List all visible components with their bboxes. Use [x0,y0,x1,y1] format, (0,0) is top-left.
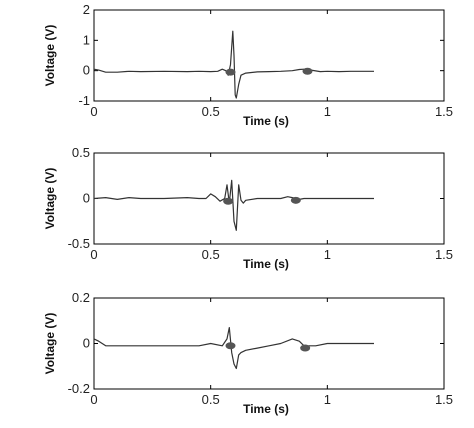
plot-frame [93,9,445,102]
y-tick-label: 2 [83,2,90,17]
data-marker [225,68,236,76]
y-tick-label: 0 [83,336,90,351]
plot-frame [93,297,445,390]
data-marker [300,344,311,352]
x-axis-label: Time (s) [243,402,289,416]
data-marker [225,342,236,350]
x-tick-label: 1.5 [435,247,453,262]
data-marker [302,67,313,75]
y-tick-label: -0.5 [68,236,90,251]
y-tick-label: 0.5 [72,145,90,160]
x-tick-label: 0.5 [202,392,220,407]
x-tick-label: 1.5 [435,392,453,407]
signal-line [93,30,374,99]
y-tick-label: 0 [83,191,90,206]
y-axis-label: Voltage (V) [43,313,57,375]
y-tick-label: 0 [83,63,90,78]
y-tick-label: -0.2 [68,381,90,396]
x-tick-label: 1 [324,247,331,262]
x-axis-label: Time (s) [243,257,289,271]
y-axis-label: Voltage (V) [43,25,57,87]
y-tick-label: 0.2 [72,290,90,305]
x-tick-label: 0 [90,247,97,262]
x-tick-label: 1.5 [435,104,453,119]
signal-line [93,327,374,370]
data-marker [290,196,301,204]
x-tick-label: 1 [324,104,331,119]
y-axis-label: Voltage (V) [43,168,57,230]
x-tick-label: 0 [90,392,97,407]
signal-line [93,179,374,231]
x-axis-label: Time (s) [243,114,289,128]
y-tick-label: 1 [83,32,90,47]
data-marker [223,197,234,205]
y-tick-label: -1 [78,93,90,108]
x-tick-label: 1 [324,392,331,407]
x-tick-label: 0 [90,104,97,119]
x-tick-label: 0.5 [202,247,220,262]
x-tick-label: 0.5 [202,104,220,119]
